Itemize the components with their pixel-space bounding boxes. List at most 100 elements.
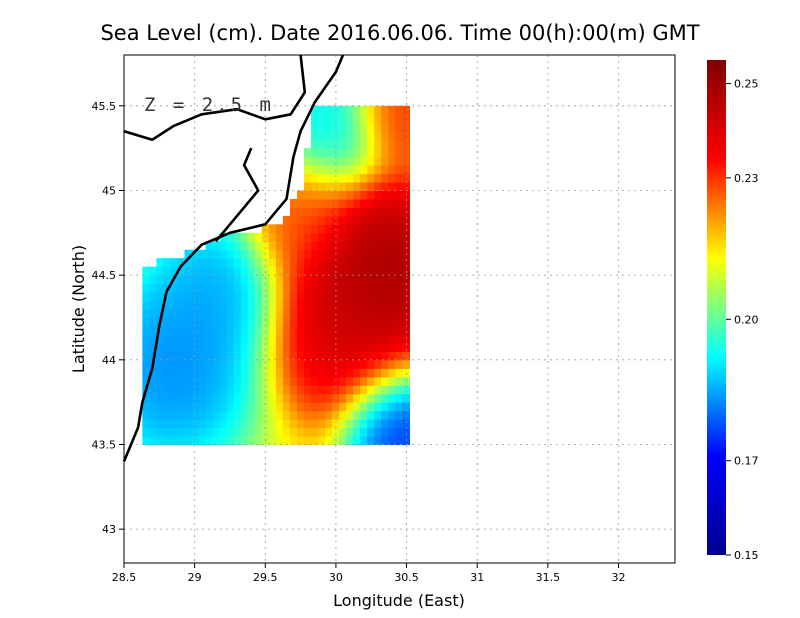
field-cell: [360, 207, 368, 217]
field-cell: [332, 224, 340, 234]
field-cell: [261, 232, 270, 242]
field-cell: [332, 156, 340, 166]
field-cell: [318, 283, 326, 293]
field-cell: [360, 224, 368, 234]
field-cell: [268, 385, 277, 395]
field-cell: [282, 309, 291, 319]
field-cell: [268, 359, 277, 369]
field-cell: [388, 427, 396, 437]
field-cell: [381, 131, 389, 141]
field-cell: [226, 334, 235, 344]
field-cell: [381, 283, 389, 293]
field-cell: [303, 402, 312, 412]
field-cell: [275, 402, 284, 412]
y-tick-label: 43.5: [92, 438, 117, 451]
field-cell: [339, 300, 347, 310]
field-cell: [261, 317, 270, 327]
field-cell: [261, 342, 270, 352]
field-cell: [353, 342, 361, 352]
grid: [124, 55, 675, 563]
field-cell: [198, 317, 207, 327]
field-cell: [303, 317, 312, 327]
field-cell: [205, 334, 214, 344]
field-cell: [402, 376, 410, 386]
field-cell: [346, 215, 354, 225]
field-cell: [367, 376, 375, 386]
field-cell: [311, 427, 319, 437]
field-cell: [374, 334, 382, 344]
field-cell: [191, 419, 200, 429]
field-cell: [381, 258, 389, 268]
field-cell: [247, 266, 256, 276]
field-cell: [311, 207, 319, 217]
field-cell: [311, 215, 319, 225]
field-cell: [275, 419, 284, 429]
field-cell: [381, 139, 389, 149]
field-cell: [226, 325, 235, 335]
field-cell: [289, 232, 298, 242]
field-cell: [318, 427, 326, 437]
field-cell: [346, 309, 354, 319]
field-cell: [339, 266, 347, 276]
field-cell: [149, 419, 158, 429]
field-cell: [219, 419, 228, 429]
field-cell: [381, 198, 389, 208]
field-cell: [247, 325, 256, 335]
field-cell: [360, 292, 368, 302]
field-cell: [303, 249, 312, 259]
y-tick-label: 45.5: [92, 100, 117, 113]
field-cell: [233, 368, 242, 378]
field-cell: [226, 258, 235, 268]
field-cell: [205, 258, 214, 268]
field-cell: [275, 376, 284, 386]
field-cell: [325, 198, 333, 208]
field-cell: [325, 436, 333, 446]
field-cell: [275, 241, 284, 251]
field-cell: [346, 241, 354, 251]
field-cell: [275, 342, 284, 352]
field-cell: [381, 427, 389, 437]
field-cell: [303, 334, 312, 344]
field-cell: [381, 249, 389, 259]
field-cell: [325, 266, 333, 276]
field-cell: [388, 156, 396, 166]
field-cell: [219, 300, 228, 310]
field-cell: [367, 385, 375, 395]
field-cell: [240, 309, 249, 319]
field-cell: [311, 114, 319, 124]
field-cell: [170, 283, 179, 293]
field-cell: [198, 427, 207, 437]
field-cell: [318, 325, 326, 335]
field-cell: [226, 309, 235, 319]
field-cell: [353, 232, 361, 242]
field-cell: [346, 207, 354, 217]
field-cell: [360, 427, 368, 437]
field-cell: [303, 393, 312, 403]
field-cell: [339, 317, 347, 327]
colorbar: [707, 60, 726, 555]
field-cell: [374, 190, 382, 200]
field-cell: [395, 173, 403, 183]
field-cell: [388, 436, 396, 446]
field-cell: [191, 393, 200, 403]
field-cell: [318, 410, 326, 420]
field-cell: [226, 266, 235, 276]
field-cell: [346, 376, 354, 386]
field-cell: [402, 156, 410, 166]
field-cell: [303, 342, 312, 352]
field-cell: [388, 173, 396, 183]
field-cell: [395, 131, 403, 141]
x-axis-label: Longitude (East): [333, 591, 465, 610]
field-cell: [339, 198, 347, 208]
field-cell: [275, 300, 284, 310]
field-cell: [240, 376, 249, 386]
field-cell: [325, 182, 333, 192]
field-cell: [353, 309, 361, 319]
field-cell: [402, 139, 410, 149]
field-cell: [170, 342, 179, 352]
field-cell: [402, 317, 410, 327]
field-cell: [198, 385, 207, 395]
field-cell: [395, 393, 403, 403]
field-cell: [374, 376, 382, 386]
